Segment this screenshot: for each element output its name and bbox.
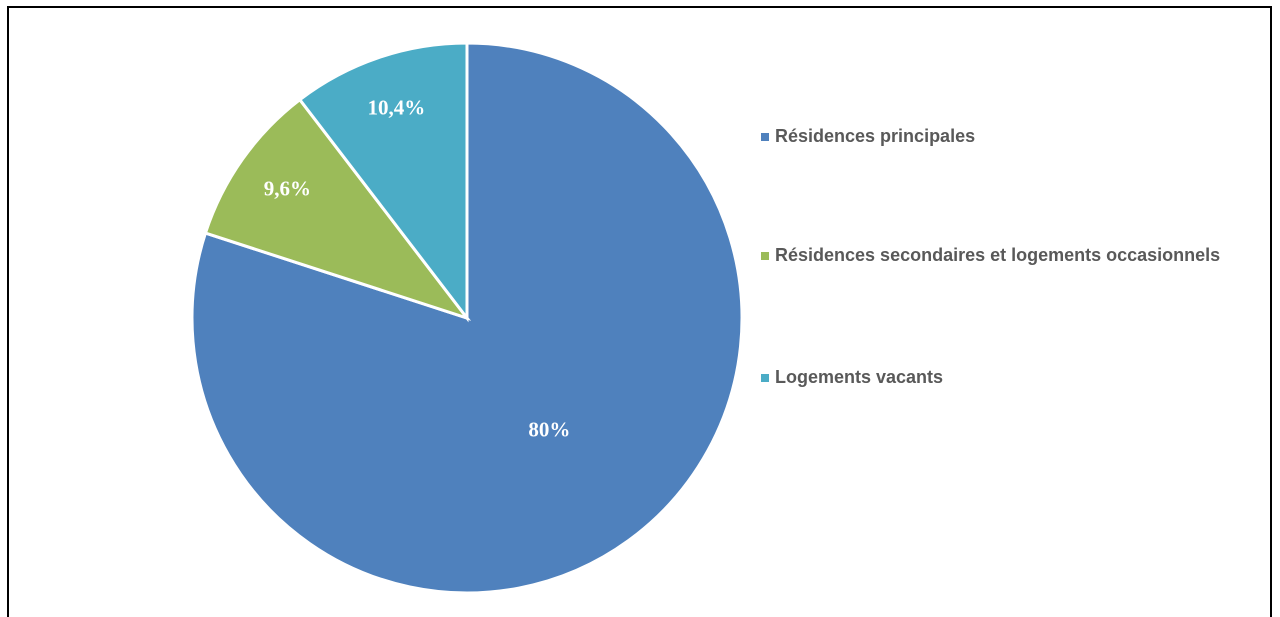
data-label: 80% (528, 417, 570, 441)
legend-label: Résidences principales (775, 126, 975, 146)
data-label: 10,4% (368, 95, 426, 119)
pie-slice (203, 97, 472, 321)
legend-label: Logements vacants (775, 367, 943, 387)
legend-swatch (761, 374, 769, 382)
legend-swatch (761, 133, 769, 141)
data-label: 9,6% (264, 177, 311, 201)
pie-slice (297, 41, 469, 323)
legend-swatch (761, 252, 769, 260)
legend-label: Résidences secondaires et logements occa… (775, 245, 1220, 265)
